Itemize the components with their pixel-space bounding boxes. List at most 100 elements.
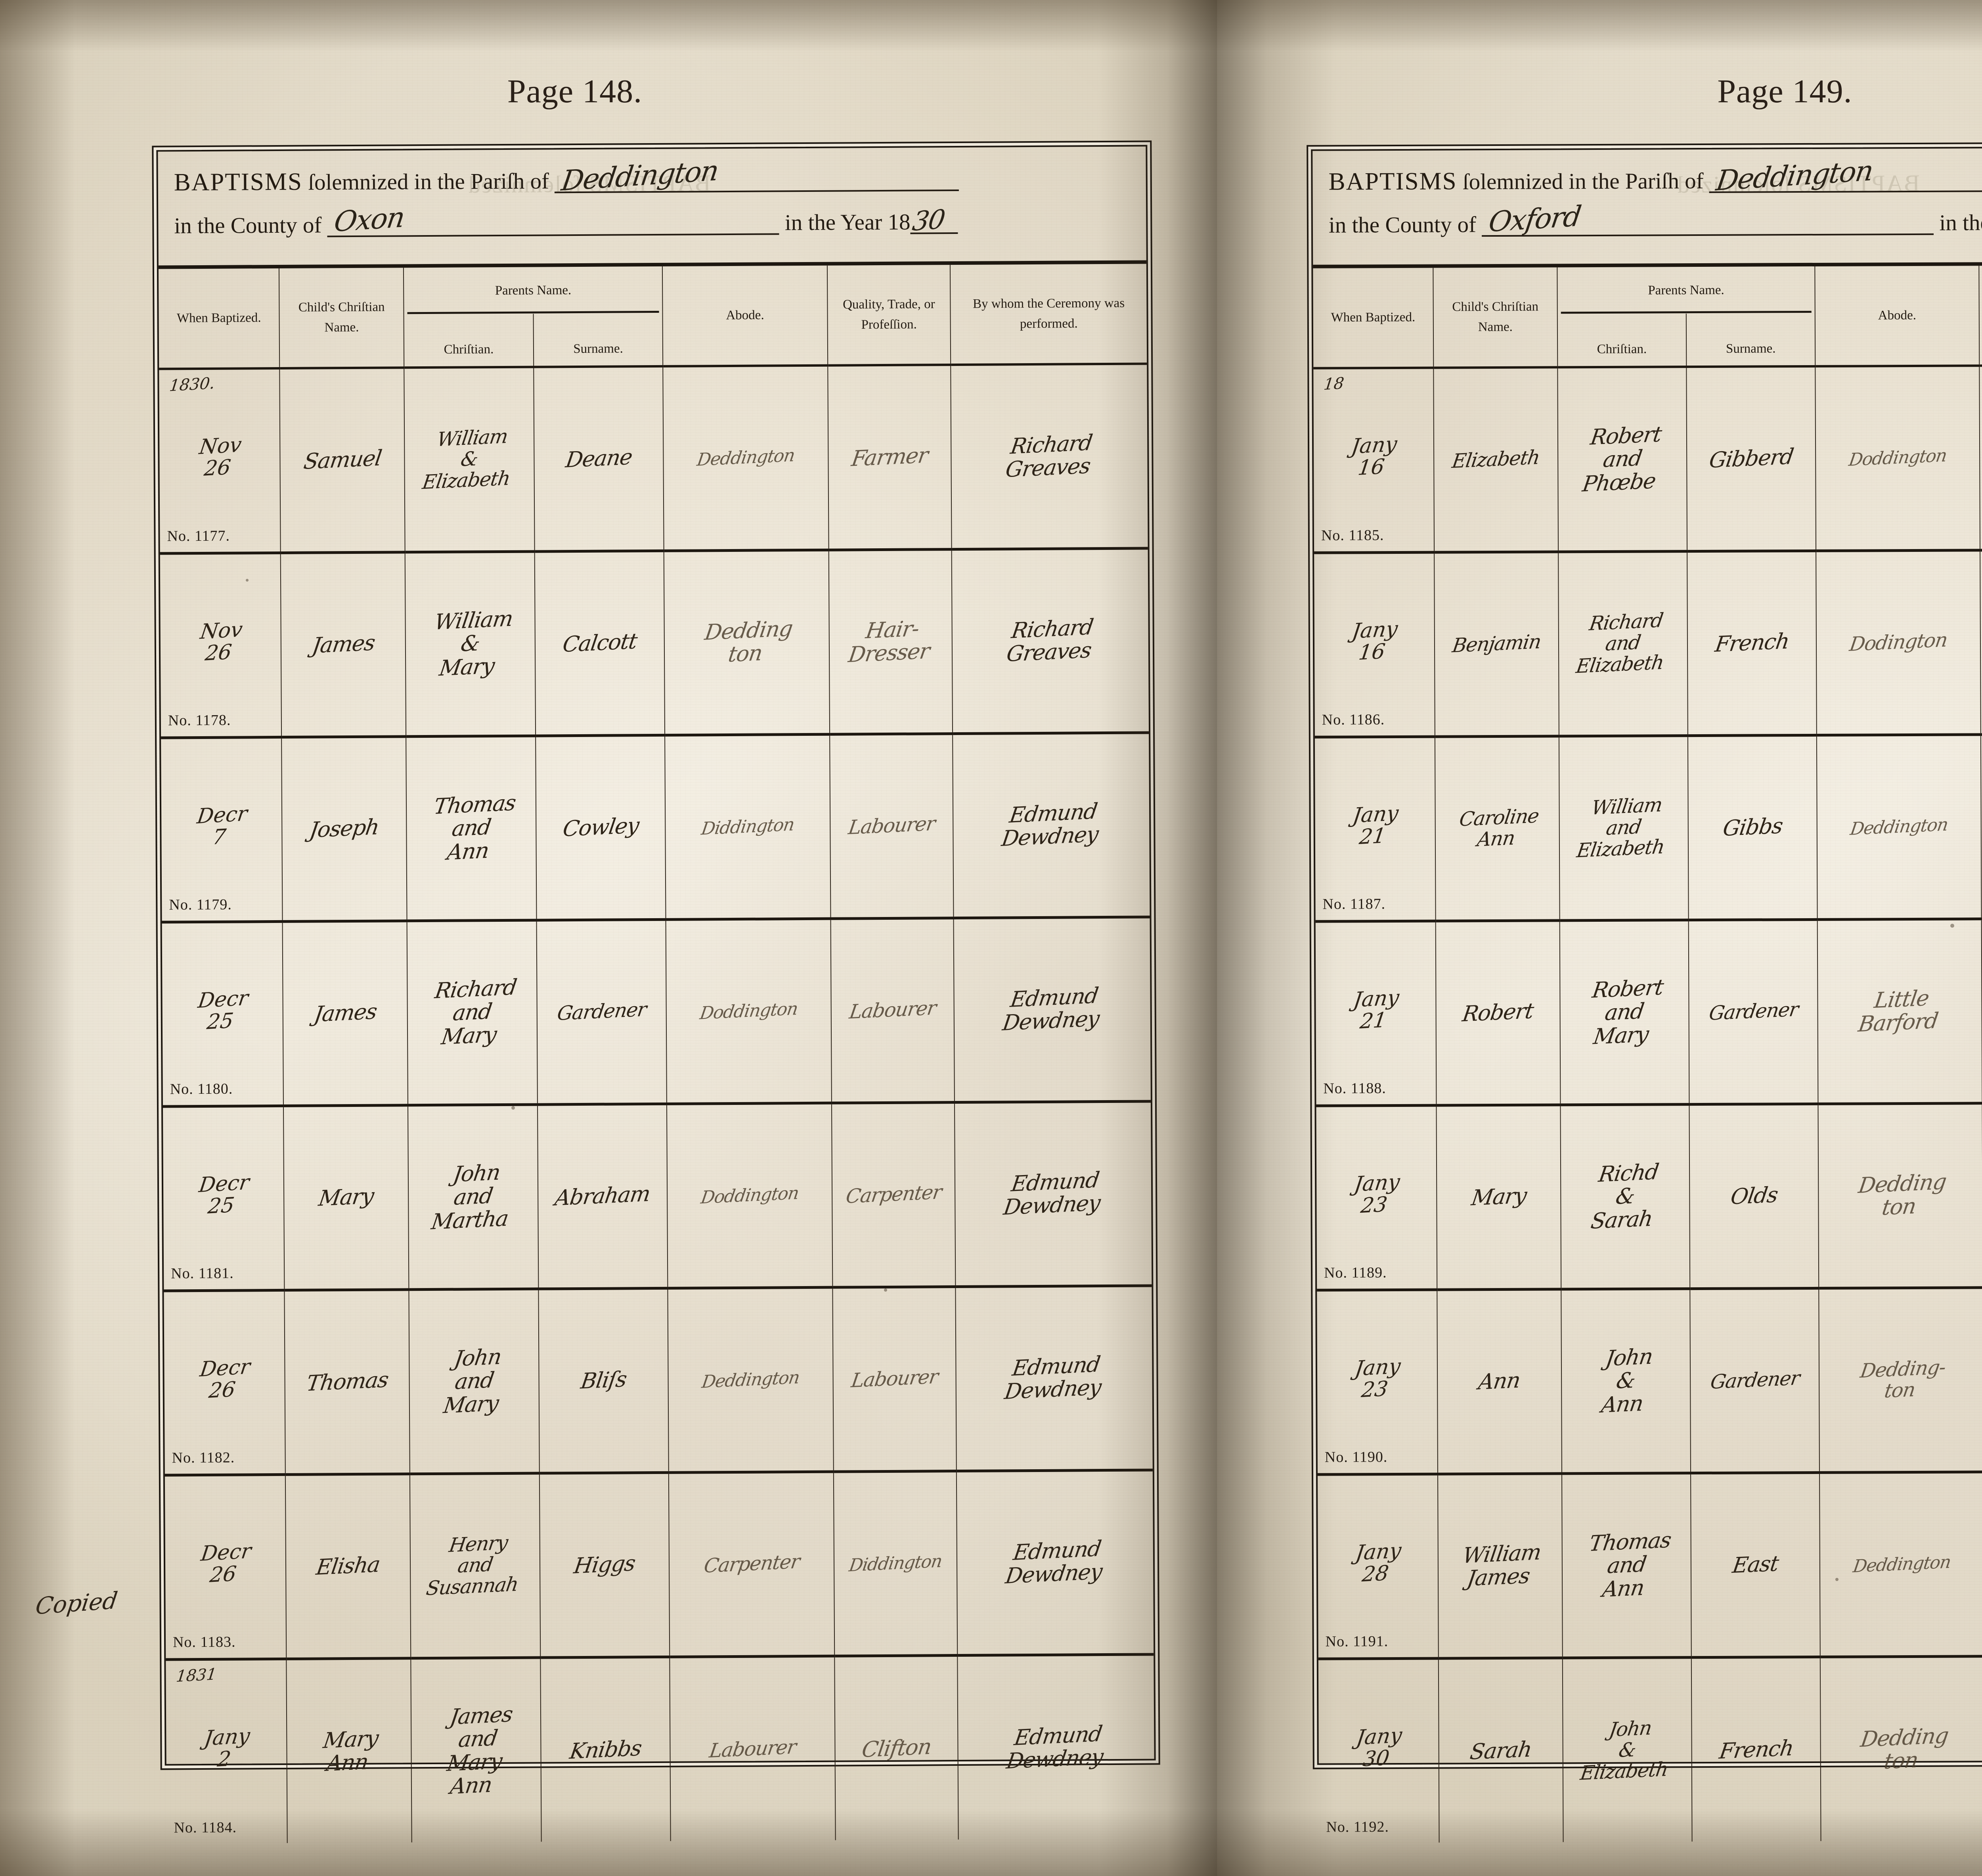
cell-parents-surname-text: Calcott: [561, 630, 639, 657]
cell-parents-surname: Calcott: [534, 551, 665, 736]
cell-minister-text: Richard Greaves: [1004, 431, 1095, 482]
cell-parents-christian: Thomas and Ann: [1562, 1473, 1691, 1658]
col-abode: Abode.: [1815, 266, 1980, 366]
cell-parents-christian: John & Ann: [1561, 1288, 1691, 1473]
cell-parents-christian-text: John and Martha: [430, 1160, 516, 1233]
record-number: No. 1188.: [1323, 1080, 1386, 1097]
cell-when-baptized: Jany 21 No. 1188.: [1316, 921, 1437, 1106]
col-parents-surname: Surname.: [533, 313, 662, 366]
register-rows-right: 18 Jany 16 No. 1185. Elizabeth Robert and Ph…: [1313, 364, 1982, 1843]
register-rows-left: 1830. Nov 26 No. 1177. Samuel William & Eliz…: [159, 364, 1154, 1843]
cell-parents-christian-text: Robert and Mary: [1584, 976, 1665, 1049]
cell-parents-surname: Gardener: [1690, 1288, 1819, 1473]
parish-field[interactable]: Deddington: [1709, 172, 1982, 193]
col-childs-name: Child's Chriſtian Name.: [1433, 267, 1557, 368]
table-row[interactable]: Nov 26 No. 1178. James William & Mary Calcot…: [160, 548, 1149, 737]
record-month-day: Jany 2: [200, 1725, 251, 1772]
table-row[interactable]: Decr 25 No. 1181. Mary John and Martha Abrah…: [163, 1101, 1152, 1290]
cell-parents-surname: Gardener: [1689, 919, 1818, 1104]
cell-minister-text: Edmund Dewdney: [1005, 1722, 1108, 1773]
table-row[interactable]: Jany 16 No. 1186. Benjamin Richard and Eliz…: [1314, 549, 1982, 737]
cell-minister: Edmund Dewdney: [954, 917, 1151, 1102]
table-row[interactable]: Jany 30 No. 1192. Sarah John & Elizabeth Fre…: [1318, 1655, 1982, 1843]
cell-abode: Dodington: [1816, 550, 1980, 735]
table-row[interactable]: 1831 Jany 2 No. 1184. Mary Ann James and Mar…: [166, 1654, 1154, 1843]
county-field[interactable]: Oxon: [327, 216, 779, 237]
cell-parents-christian: Henry and Susannah: [410, 1473, 540, 1658]
record-year: 1830.: [168, 374, 216, 395]
register-table-left: When Baptized. Child's Chriſtian Name. P…: [159, 264, 1155, 1843]
cell-childs-name: Mary: [1437, 1105, 1561, 1289]
left-page: BAPTISMS ſolemnized Page 148. BAPTISMS ſ…: [0, 0, 1217, 1876]
table-row[interactable]: Jany 21 No. 1187. Caroline Ann William and …: [1315, 733, 1982, 921]
table-row[interactable]: Decr 26 No. 1182. Thomas John and Mary Bliſs…: [164, 1285, 1152, 1475]
table-row[interactable]: Decr 25 No. 1180. James Richard and Mary Gar…: [162, 917, 1151, 1106]
cell-minister: Edmund Dewdney: [955, 1101, 1152, 1286]
parents-name-title: Parents Name.: [1557, 280, 1815, 301]
cell-when-baptized: Nov 26 No. 1178.: [160, 553, 282, 738]
header-line-county: in the County of Oxford in the Year 1831: [1329, 210, 1982, 237]
cell-parents-christian: Robert and Phœbe: [1557, 367, 1687, 551]
parish-field[interactable]: Deddington: [555, 172, 959, 193]
cell-abode: Deddington: [1817, 734, 1981, 919]
record-number: No. 1190.: [1325, 1448, 1388, 1466]
cell-parents-surname: Gardener: [536, 919, 667, 1105]
cell-profession: Labourer: [1979, 365, 1982, 550]
cell-parents-christian-text: Thomas and Ann: [1581, 1528, 1672, 1602]
cell-childs-name: William James: [1438, 1473, 1562, 1658]
cell-abode-text: Dodington: [1848, 630, 1949, 655]
cell-parents-surname: Cowley: [536, 735, 666, 920]
table-row[interactable]: 18 Jany 16 No. 1185. Elizabeth Robert and Ph…: [1313, 364, 1982, 553]
record-month-day: Jany 21: [1349, 987, 1400, 1033]
record-number: No. 1179.: [169, 896, 232, 913]
cell-profession-text: Labourer: [850, 1367, 939, 1392]
cell-childs-name-text: Benjamin: [1451, 632, 1542, 657]
table-row[interactable]: Jany 23 No. 1190. Ann John & Ann Gardener Ded…: [1317, 1286, 1982, 1474]
year-field[interactable]: 30: [910, 215, 958, 234]
cell-parents-surname: Gibbs: [1688, 735, 1817, 920]
cell-childs-name-text: Ann: [1477, 1369, 1522, 1394]
table-row[interactable]: Decr 7 No. 1179. Joseph Thomas and Ann Cowle…: [161, 732, 1150, 922]
cell-parents-surname: Olds: [1689, 1104, 1819, 1288]
page-number-left: Page 148.: [0, 72, 1217, 111]
cell-childs-name: James: [281, 552, 406, 737]
cell-abode-text: Diddington: [700, 815, 796, 838]
cell-abode-text: Deddington: [1852, 1552, 1952, 1576]
cell-abode: Doddington: [1815, 366, 1980, 551]
cell-parents-surname: Deane: [534, 366, 664, 551]
page-number-right: Page 149.: [1217, 72, 1982, 111]
cell-minister-text: Edmund Dewdney: [1003, 1353, 1106, 1404]
margin-note-copied: Copied: [34, 1587, 119, 1619]
col-parents-christian: Chriſtian.: [1558, 314, 1686, 366]
record-number: No. 1192.: [1326, 1818, 1389, 1836]
cell-childs-name-text: James: [312, 1000, 378, 1026]
table-row[interactable]: Decr 26 No. 1183. Elisha Henry and Susannah…: [165, 1470, 1154, 1659]
cell-profession: Weaver: [1980, 549, 1982, 734]
record-number: No. 1180.: [170, 1080, 233, 1098]
cell-profession: Labourer: [832, 1286, 957, 1472]
cell-parents-christian-text: John & Elizabeth: [1579, 1717, 1676, 1784]
cell-profession-text: Carpenter: [844, 1182, 943, 1208]
county-field[interactable]: Oxford: [1482, 216, 1934, 237]
cell-when-baptized: Decr 25 No. 1181.: [163, 1106, 285, 1291]
cell-when-baptized: Decr 26 No. 1182.: [164, 1290, 285, 1475]
cell-parents-christian: William & Elizabeth: [404, 367, 534, 552]
record-month-day: Decr 7: [193, 803, 249, 850]
cell-childs-name: Elisha: [285, 1474, 411, 1659]
col-quality-trade: Quality, Trade, or Profeſſion.: [1979, 265, 1982, 366]
cell-childs-name-text: Thomas: [305, 1368, 390, 1395]
cell-abode: Deddington: [668, 1287, 834, 1472]
cell-abode-text: Deddington: [696, 446, 796, 469]
cell-childs-name: Sarah: [1439, 1658, 1563, 1842]
county-value: Oxon: [332, 203, 406, 237]
solemnized-text: ſolemnized in the Pariſh of: [1463, 168, 1704, 194]
cell-profession: Hair- Dresser: [828, 549, 953, 734]
table-row[interactable]: Jany 23 No. 1189. Mary Richd & Sarah Olds Ded…: [1316, 1102, 1982, 1290]
table-row[interactable]: 1830. Nov 26 No. 1177. Samuel William & Eliz…: [159, 364, 1148, 553]
table-row[interactable]: Jany 28 No. 1191. William James Thomas and …: [1318, 1470, 1982, 1659]
cell-childs-name-text: Joseph: [308, 815, 381, 842]
cell-profession: Carpenter: [832, 1102, 956, 1287]
cell-parents-surname-text: Bliſs: [579, 1368, 628, 1393]
parish-value: Deddington: [1714, 156, 1875, 196]
table-row[interactable]: Jany 21 No. 1188. Robert Robert and Mary Gar…: [1316, 917, 1982, 1106]
